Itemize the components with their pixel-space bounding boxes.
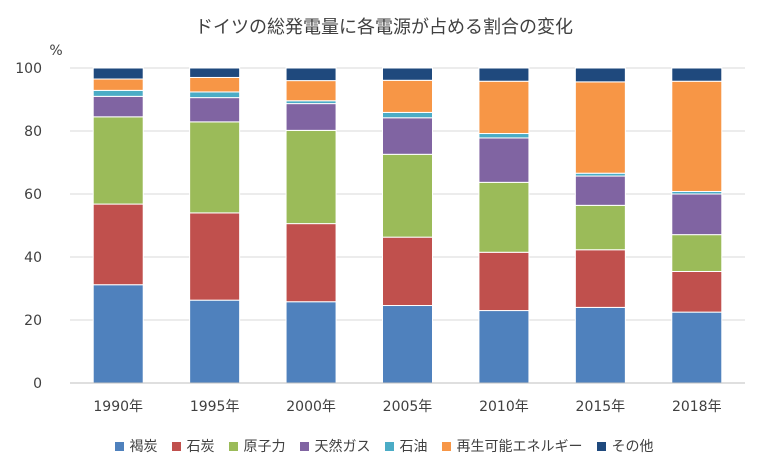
y-tick-label: 40: [24, 250, 42, 266]
bar-segment: [92, 78, 144, 91]
bar-segment: [189, 76, 241, 93]
bar-segment: [478, 133, 530, 139]
legend-item: その他: [596, 436, 654, 456]
bar-segment: [574, 249, 626, 308]
bar-segment: [189, 212, 241, 301]
bar-stack: [92, 67, 144, 384]
bar-segment: [285, 301, 337, 384]
bar-segment: [382, 111, 433, 119]
bar-segment: [478, 137, 530, 183]
bar-stack: [478, 67, 530, 384]
bar-stack: [382, 67, 433, 384]
legend-swatch: [228, 441, 238, 451]
x-tick-label: 2010年: [479, 399, 529, 415]
legend-swatch: [299, 441, 309, 451]
x-tick-label: 2015年: [576, 399, 626, 415]
bar-segment: [478, 310, 530, 384]
y-axis-unit-label: %: [49, 43, 62, 59]
legend-swatch: [441, 441, 451, 451]
y-tick-label: 20: [24, 313, 42, 329]
legend-item: 原子力: [228, 436, 286, 456]
legend-label: 原子力: [243, 439, 286, 455]
y-axis-ticks: 0 20 40 60 80 100: [15, 61, 42, 392]
x-axis-ticks: 1990年 1995年 2000年 2005年 2010年 2015年 2018年: [93, 399, 721, 415]
bar-stack: [189, 67, 241, 384]
bar-segment: [92, 67, 144, 80]
legend-item: 石炭: [171, 436, 215, 456]
bar-segment: [478, 251, 530, 312]
legend-item: 褐炭: [114, 436, 158, 456]
bar-segment: [285, 67, 337, 82]
bar-segment: [478, 67, 530, 82]
bar-stack: [285, 67, 337, 384]
bar-segment: [189, 121, 241, 214]
bar-segment: [382, 305, 433, 384]
bar-segment: [478, 80, 530, 135]
bar-segment: [574, 306, 626, 384]
legend-swatch: [596, 441, 606, 451]
legend-swatch: [384, 441, 394, 451]
bar-segment: [382, 79, 433, 113]
bar-segment: [92, 116, 144, 205]
bar-segment: [574, 81, 626, 174]
chart-canvas: ドイツの総発電量に各電源が占める割合の変化 % 0 20 40 60 80 100 199…: [15, 17, 745, 415]
bar-segment: [382, 67, 433, 81]
bar-segment: [671, 80, 723, 192]
bar-segment: [285, 129, 337, 225]
bar-segment: [671, 67, 723, 82]
legend-item: 石油: [384, 436, 428, 456]
bar-segment: [92, 89, 144, 97]
bar-segment: [92, 203, 144, 286]
bar-stack: [574, 67, 626, 384]
bar-segment: [189, 67, 241, 78]
y-tick-label: 60: [24, 187, 42, 203]
bar-segment: [92, 95, 144, 118]
bar-segment: [285, 80, 337, 102]
x-tick-label: 2000年: [286, 399, 336, 415]
bar-segment: [671, 270, 723, 313]
bar-segment: [574, 175, 626, 206]
y-tick-label: 80: [24, 124, 42, 140]
bar-segment: [285, 223, 337, 303]
bar-segment: [92, 284, 144, 384]
bar-segment: [382, 236, 433, 307]
legend: 褐炭 石炭 原子力 天然ガス 石油 再生可能エネルギー その他: [0, 436, 768, 456]
x-tick-label: 1990年: [93, 399, 143, 415]
bars: [92, 67, 723, 384]
bar-segment: [189, 299, 241, 384]
bar-segment: [671, 311, 723, 384]
bar-segment: [478, 181, 530, 253]
legend-label: その他: [611, 439, 654, 455]
bar-segment: [285, 103, 337, 131]
bar-segment: [574, 204, 626, 251]
y-tick-label: 100: [15, 61, 42, 77]
legend-label: 天然ガス: [314, 439, 371, 455]
legend-swatch: [171, 441, 181, 451]
legend-item: 再生可能エネルギー: [441, 436, 583, 456]
bar-segment: [382, 117, 433, 155]
bar-segment: [671, 193, 723, 236]
bar-segment: [189, 97, 241, 123]
legend-label: 褐炭: [129, 439, 158, 455]
bar-segment: [574, 67, 626, 83]
bar-segment: [382, 153, 433, 238]
chart-title: ドイツの総発電量に各電源が占める割合の変化: [195, 17, 573, 38]
x-tick-label: 1995年: [190, 399, 240, 415]
legend-label: 石油: [399, 439, 428, 455]
y-tick-label: 0: [33, 376, 42, 392]
legend-label: 再生可能エネルギー: [456, 439, 583, 455]
bar-segment: [189, 91, 241, 99]
x-tick-label: 2005年: [383, 399, 433, 415]
bar-segment: [671, 234, 723, 272]
legend-label: 石炭: [186, 439, 215, 455]
bar-stack: [671, 67, 723, 384]
legend-item: 天然ガス: [299, 436, 371, 456]
legend-swatch: [114, 441, 124, 451]
x-tick-label: 2018年: [672, 399, 722, 415]
